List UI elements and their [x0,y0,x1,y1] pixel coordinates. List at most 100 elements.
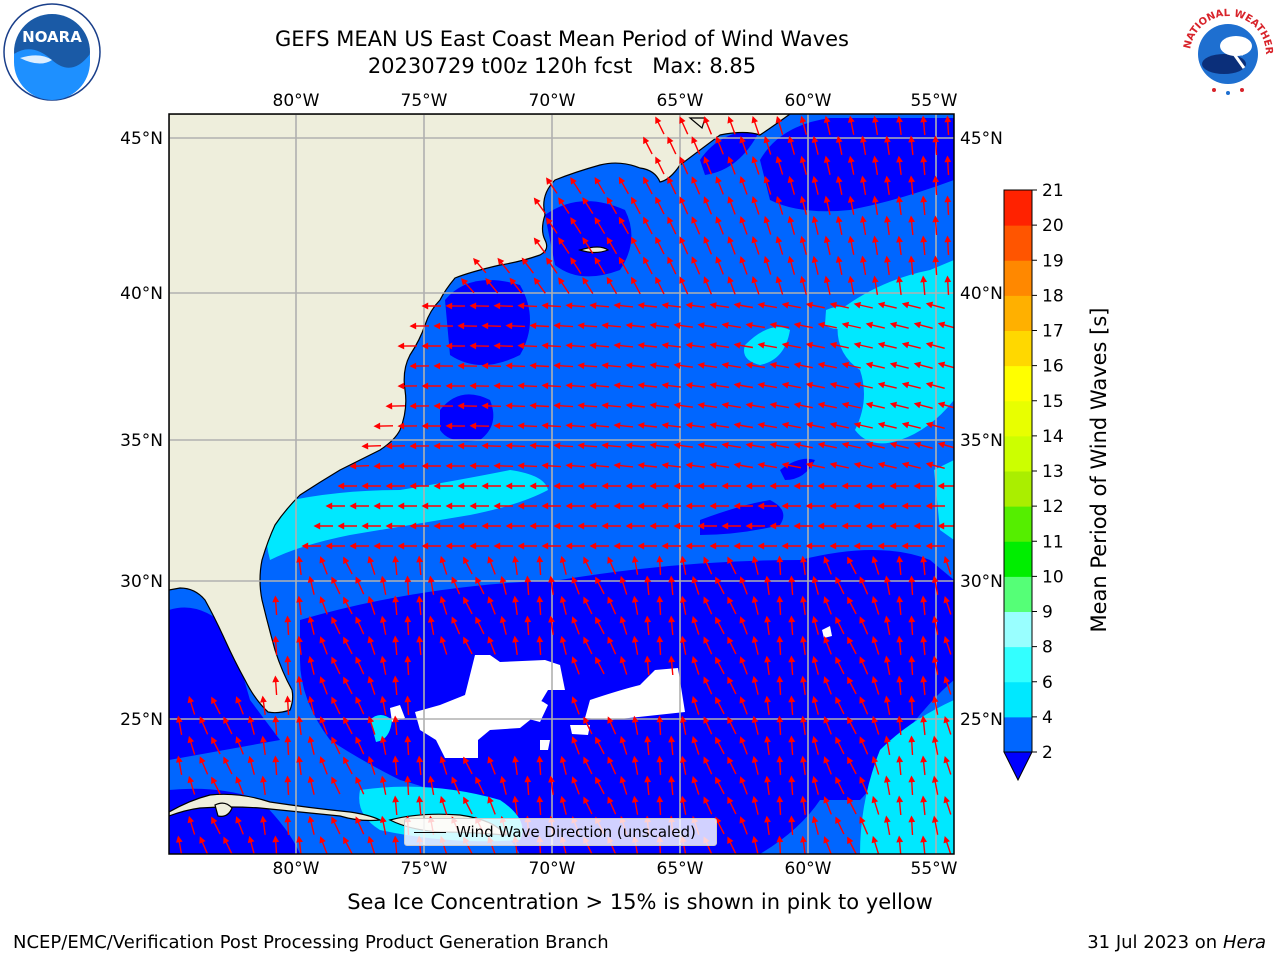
wave-arrow-head [733,461,741,469]
wave-arrow-head [703,596,710,604]
wave-arrow-head [631,196,638,205]
wave-arrow-head [739,696,746,704]
wave-arrow-head [667,216,674,225]
wave-arrow-head [433,402,441,410]
wave-arrow-head [715,736,722,745]
wave-arrow-head [889,441,898,449]
wave-arrow-head [460,278,469,286]
wave-arrow-head [373,422,381,430]
wave-arrow-head [829,421,837,429]
nws-logo: NATIONAL WEATHER SERVICE [1178,2,1276,100]
wave-arrow-head [775,155,783,164]
wave-arrow-head [457,442,465,450]
wave-arrow-head [349,502,357,510]
colorbar-segment [1004,611,1032,648]
colorbar-tick-label: 10 [1042,567,1064,587]
wave-arrow-head [703,796,710,804]
colorbar-segment [1004,646,1032,683]
wave-arrow-head [937,482,945,490]
wave-arrow-head [499,615,507,624]
wave-arrow-head [505,362,513,370]
wave-arrow-head [811,215,819,224]
wave-arrow-head [835,696,842,705]
footer-org: NCEP/EMC/Verification Post Processing Pr… [13,932,609,953]
wave-arrow-head [570,217,577,225]
wave-arrow-head [643,256,650,265]
wave-arrow-head [901,341,910,349]
wave-arrow-head [764,615,771,623]
wave-arrow-head [385,482,393,490]
wave-arrow-head [788,775,796,783]
wave-arrow-head [529,442,537,450]
wave-arrow-head [343,676,350,685]
wave-arrow-head [764,735,771,743]
wave-arrow-head [679,236,686,244]
wave-arrow-head [307,815,315,824]
wave-arrow-head [606,276,614,285]
wave-arrow-head [385,442,393,450]
wave-arrow-head [325,542,333,550]
wave-arrow-head [577,482,585,490]
wave-arrow-head [533,197,541,205]
wave-arrow-head [685,462,693,469]
wave-arrow-head [571,616,578,624]
wave-arrow-head [583,796,590,805]
wave-arrow-head [745,401,753,409]
wave-arrow-head [607,556,614,564]
wave-arrow-head [613,382,621,390]
wave-arrow-head [176,835,183,843]
wave-arrow-head [427,615,435,623]
wave-arrow-head [799,115,807,124]
wave-arrow-head [546,177,553,185]
wave-arrow-head [884,215,891,223]
wave-arrow-head [541,382,549,390]
wave-arrow-head [301,542,309,550]
wave-arrow-head [284,615,292,623]
wave-arrow-head [607,756,614,764]
wave-arrow-head [835,215,843,223]
wave-arrow-head [745,482,753,490]
wave-arrow-head [361,522,369,530]
wave-arrow-head [817,321,825,329]
wave-arrow-head [811,775,819,784]
wave-arrow-head [644,735,652,743]
map-title: GEFS MEAN US East Coast Mean Period of W… [275,27,849,51]
wave-arrow-head [800,675,807,683]
wave-arrow-head [433,362,441,370]
wave-arrow-head [908,135,915,143]
wave-arrow-head [896,595,904,603]
wave-arrow-head [493,502,501,510]
wave-arrow-head [668,615,675,623]
wave-arrow-head [499,775,507,784]
colorbar-tick-label: 14 [1042,427,1064,447]
wave-arrow-head [799,155,807,164]
wave-arrow-head [595,656,602,665]
wave-arrow-head [943,796,951,804]
wave-arrow-head [385,522,393,530]
graticule [169,114,954,854]
wave-arrow-head [925,341,934,349]
wave-arrow-head [392,715,399,723]
wave-arrow-head [337,522,345,530]
wave-arrow-head [913,522,921,530]
colorbar-tick-label: 15 [1042,392,1064,412]
colorbar-tick-label: 12 [1042,497,1064,517]
wave-arrow-head [751,755,759,764]
colorbar-tick-label: 9 [1042,603,1053,623]
wave-arrow-head [481,522,489,530]
wave-arrow-head [199,756,206,764]
wave-arrow-head [920,195,928,203]
wave-arrow-head [397,382,405,390]
wave-arrow-head [559,595,567,604]
wave-arrow-head [823,716,830,724]
lat-label: 40°N [960,284,1003,304]
wave-arrow-head [296,595,303,603]
wave-arrow-head [751,555,759,564]
wave-arrow-head [187,775,195,784]
wave-arrow-head [715,576,722,585]
lon-label: 80°W [273,91,320,111]
wave-arrow-head [272,675,280,683]
wave-arrow-head [343,716,350,725]
wave-arrow-head [691,256,698,264]
lon-label: 75°W [401,859,448,879]
